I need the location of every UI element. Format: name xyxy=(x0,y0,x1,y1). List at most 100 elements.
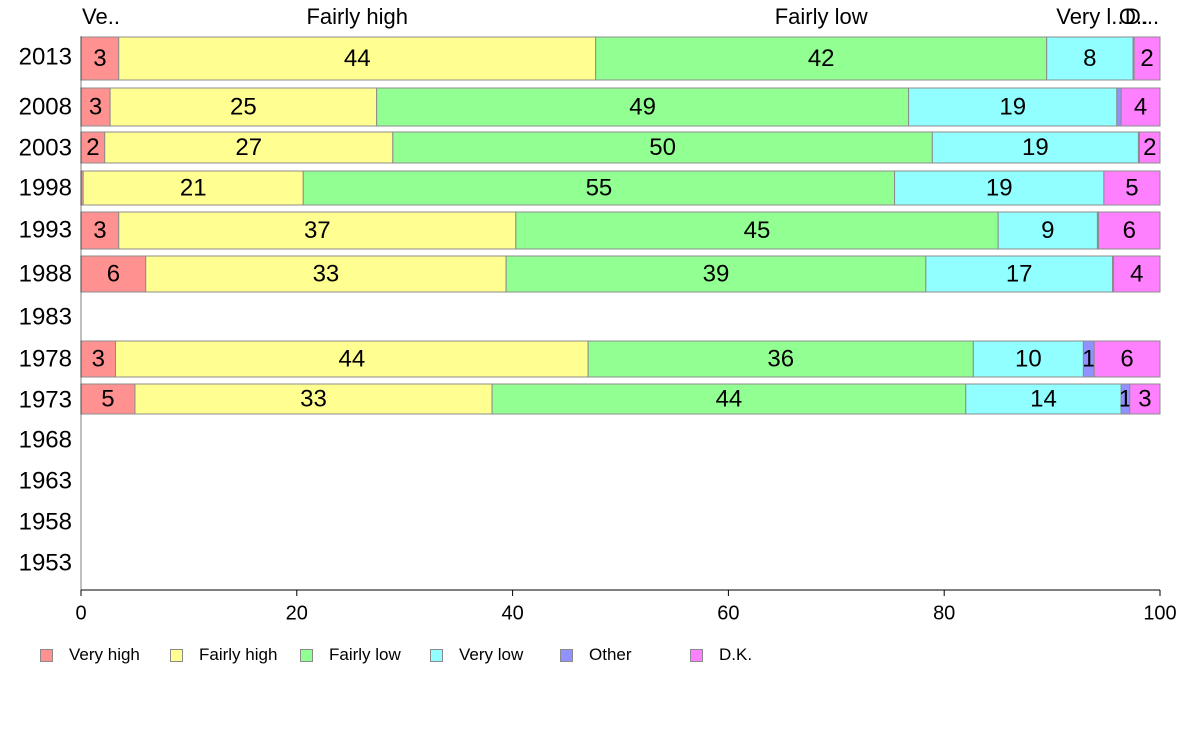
data-label: 25 xyxy=(230,93,257,120)
bar-segment xyxy=(997,211,1098,250)
bar-segment xyxy=(1138,131,1161,164)
bar-segment xyxy=(376,87,910,127)
data-label: 3 xyxy=(93,217,106,244)
bar-segment xyxy=(104,131,394,164)
bar-segment xyxy=(515,211,999,250)
bar-segment xyxy=(1113,255,1161,293)
data-label: 2 xyxy=(1143,134,1156,161)
bar-segment xyxy=(931,131,1139,164)
data-label: 8 xyxy=(1083,45,1096,72)
data-label: 3 xyxy=(89,93,102,120)
bar-segment xyxy=(1046,36,1134,81)
data-label: 2 xyxy=(86,134,99,161)
bar-segment xyxy=(587,340,974,378)
category-label: 1963 xyxy=(19,467,72,494)
data-label: 36 xyxy=(767,345,794,372)
bar-segment xyxy=(595,36,1048,81)
bar-segment xyxy=(491,383,967,415)
category-axis-labels: 2013 2008 2003 1998 1993 1988 1983 1978 1973 1968… xyxy=(19,43,72,576)
bar-segment xyxy=(82,170,304,206)
segment-header-label: Ve.. xyxy=(82,4,120,29)
data-label: 50 xyxy=(649,134,676,161)
data-label: 14 xyxy=(1030,385,1057,412)
x-tick-label: 80 xyxy=(933,602,955,624)
category-label: 1983 xyxy=(19,303,72,330)
x-tick-label: 100 xyxy=(1143,602,1176,624)
x-tick-label: 40 xyxy=(501,602,523,624)
bar-segment xyxy=(80,383,136,415)
bar-segment xyxy=(1097,211,1161,250)
data-label: 6 xyxy=(107,260,120,287)
data-label: 33 xyxy=(300,385,327,412)
data-label: 6 xyxy=(1120,345,1133,372)
segment-header-label: O.. xyxy=(1119,4,1148,29)
category-label: 1953 xyxy=(19,549,72,576)
data-label: 19 xyxy=(999,93,1026,120)
category-label: 1993 xyxy=(19,216,72,243)
bar-segment xyxy=(972,340,1084,378)
data-label: 21 xyxy=(180,174,207,201)
bar-segment xyxy=(302,170,896,206)
data-label: 45 xyxy=(744,217,771,244)
segment-header-labels: Ve.. Fairly high Fairly low Very l..O..D... xyxy=(82,4,1159,29)
segment-header-label: Fairly high xyxy=(306,4,407,29)
bar-segment xyxy=(1120,87,1161,127)
data-label: 4 xyxy=(1134,93,1147,120)
data-label: 39 xyxy=(703,260,730,287)
category-label: 1958 xyxy=(19,508,72,535)
bar-segment xyxy=(1133,36,1161,81)
bar-segment xyxy=(80,87,111,127)
data-label: 6 xyxy=(1123,217,1136,244)
data-label: 5 xyxy=(101,385,114,412)
bar-segment xyxy=(80,211,120,250)
bar-segment xyxy=(894,170,1105,206)
data-label: 44 xyxy=(338,345,365,372)
category-label: 1988 xyxy=(19,260,72,287)
data-label: 5 xyxy=(1125,174,1138,201)
bar-segment xyxy=(118,36,597,81)
data-label: 4 xyxy=(1130,260,1143,287)
bar-segment xyxy=(392,131,933,164)
category-label: 1968 xyxy=(19,426,72,453)
segment-header-label: D... xyxy=(1125,4,1159,29)
x-tick-label: 0 xyxy=(75,602,86,624)
category-label: 2013 xyxy=(19,43,72,70)
category-label: 1973 xyxy=(19,386,72,413)
data-label: 1 xyxy=(1119,385,1132,412)
data-label: 44 xyxy=(716,385,743,412)
data-label: 3 xyxy=(93,45,106,72)
data-label: 27 xyxy=(235,134,262,161)
data-label: 49 xyxy=(629,93,656,120)
bar-segment xyxy=(908,87,1118,127)
bar-segment xyxy=(925,255,1114,293)
data-label: 17 xyxy=(1006,260,1033,287)
segment-header-label: Fairly low xyxy=(775,4,868,29)
data-label: 19 xyxy=(986,174,1013,201)
bar-segment xyxy=(1116,87,1122,127)
data-label: 9 xyxy=(1041,217,1054,244)
data-label: 37 xyxy=(304,217,331,244)
category-label: 1998 xyxy=(19,174,72,201)
category-label: 1978 xyxy=(19,345,72,372)
data-label: 10 xyxy=(1015,345,1042,372)
bar-segment xyxy=(80,255,147,293)
data-label: 19 xyxy=(1022,134,1049,161)
data-label: 33 xyxy=(313,260,340,287)
bar-segment xyxy=(109,87,378,127)
bar-segment xyxy=(134,383,493,415)
bar-segment xyxy=(1103,170,1161,206)
data-label: 3 xyxy=(92,345,105,372)
data-label: 1 xyxy=(1082,345,1095,372)
x-tick-label: 60 xyxy=(717,602,739,624)
data-label: 44 xyxy=(344,45,371,72)
data-label: 55 xyxy=(586,174,613,201)
x-axis: 0 20 40 60 80 100 xyxy=(75,36,1177,624)
category-label: 2003 xyxy=(19,134,72,161)
bar-segment xyxy=(1129,383,1161,415)
data-label: 3 xyxy=(1138,385,1151,412)
data-label: 42 xyxy=(808,45,835,72)
bars-group: 3 44 42 8 23 25 49 19 42 27 50 19 221 55 19 53 37 45 9 66 33… xyxy=(80,36,1161,415)
x-tick-label: 20 xyxy=(286,602,308,624)
segment-header-label: Very l.. xyxy=(1056,4,1123,29)
